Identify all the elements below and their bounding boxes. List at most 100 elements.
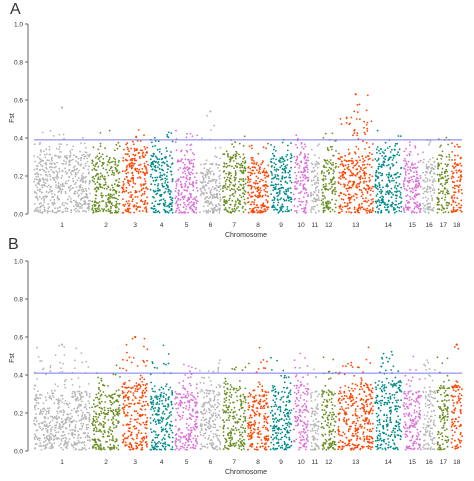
snp-point — [307, 153, 309, 155]
snp-point — [300, 153, 302, 155]
snp-point — [165, 446, 167, 448]
snp-point — [170, 191, 172, 193]
snp-point — [163, 437, 165, 439]
snp-point — [93, 212, 95, 214]
snp-point — [348, 180, 350, 182]
snp-point — [179, 400, 181, 402]
snp-point — [89, 193, 91, 195]
snp-point — [189, 407, 191, 409]
snp-point — [40, 409, 42, 411]
snp-point — [233, 154, 235, 156]
snp-point — [169, 387, 171, 389]
snp-point — [56, 410, 58, 412]
snp-point — [77, 442, 79, 444]
snp-point — [191, 159, 193, 161]
snp-point — [304, 175, 306, 177]
snp-point — [162, 419, 164, 421]
snp-point — [80, 186, 82, 188]
snp-point — [61, 177, 63, 179]
snp-point — [371, 120, 373, 122]
snp-point — [126, 187, 128, 189]
snp-point — [73, 447, 75, 449]
x-tick-label: 13 — [352, 222, 360, 229]
snp-point — [89, 407, 91, 409]
snp-point — [360, 181, 362, 183]
snp-point — [360, 167, 362, 169]
snp-point — [394, 174, 396, 176]
snp-point — [164, 191, 166, 193]
snp-point — [89, 437, 91, 439]
snp-point — [262, 185, 264, 187]
snp-point — [310, 211, 312, 213]
snp-point — [84, 407, 86, 409]
snp-point — [183, 364, 185, 366]
snp-point — [84, 433, 86, 435]
snp-point — [189, 383, 191, 385]
snp-point — [437, 168, 439, 170]
snp-point — [187, 151, 189, 153]
snp-point — [129, 449, 131, 451]
snp-point — [156, 367, 158, 369]
snp-point — [224, 196, 226, 198]
snp-point — [126, 444, 128, 446]
snp-point — [126, 352, 128, 354]
snp-point — [392, 203, 394, 205]
snp-point — [171, 425, 173, 427]
snp-point — [251, 185, 253, 187]
snp-point — [146, 443, 148, 445]
snp-point — [301, 146, 303, 148]
snp-point — [425, 211, 427, 213]
snp-point — [235, 174, 237, 176]
snp-point — [98, 431, 100, 433]
snp-point — [189, 439, 191, 441]
snp-point — [302, 180, 304, 182]
snp-point — [109, 439, 111, 441]
snp-point — [304, 207, 306, 209]
snp-point — [251, 210, 253, 212]
snp-point — [193, 202, 195, 204]
snp-point — [108, 432, 110, 434]
snp-point — [136, 382, 138, 384]
snp-point — [127, 148, 129, 150]
snp-point — [389, 181, 391, 183]
snp-point — [144, 163, 146, 165]
snp-point — [455, 166, 457, 168]
snp-point — [68, 407, 70, 409]
snp-point — [39, 179, 41, 181]
snp-point — [93, 434, 95, 436]
snp-point — [430, 191, 432, 193]
snp-point — [438, 164, 440, 166]
snp-point — [186, 206, 188, 208]
snp-point — [160, 174, 162, 176]
snp-point — [155, 170, 157, 172]
snp-point — [65, 400, 67, 402]
snp-point — [60, 443, 62, 445]
snp-point — [393, 180, 395, 182]
snp-point — [52, 204, 54, 206]
snp-point — [222, 190, 224, 192]
snp-point — [35, 443, 37, 445]
snp-point — [145, 387, 147, 389]
snp-point — [291, 157, 293, 159]
snp-point — [123, 439, 125, 441]
snp-point — [170, 151, 172, 153]
snp-point — [163, 405, 165, 407]
snp-point — [183, 198, 185, 200]
snp-point — [124, 407, 126, 409]
snp-point — [280, 180, 282, 182]
snp-point — [46, 159, 48, 161]
snp-point — [396, 188, 398, 190]
snp-point — [117, 415, 119, 417]
snp-point — [305, 159, 307, 161]
snp-point — [128, 183, 130, 185]
snp-point — [66, 173, 68, 175]
snp-point — [44, 448, 46, 450]
snp-point — [94, 188, 96, 190]
snp-point — [132, 180, 134, 182]
snp-point — [146, 208, 148, 210]
snp-point — [65, 202, 67, 204]
snp-point — [192, 152, 194, 154]
snp-point — [216, 156, 218, 158]
snp-point — [184, 195, 186, 197]
